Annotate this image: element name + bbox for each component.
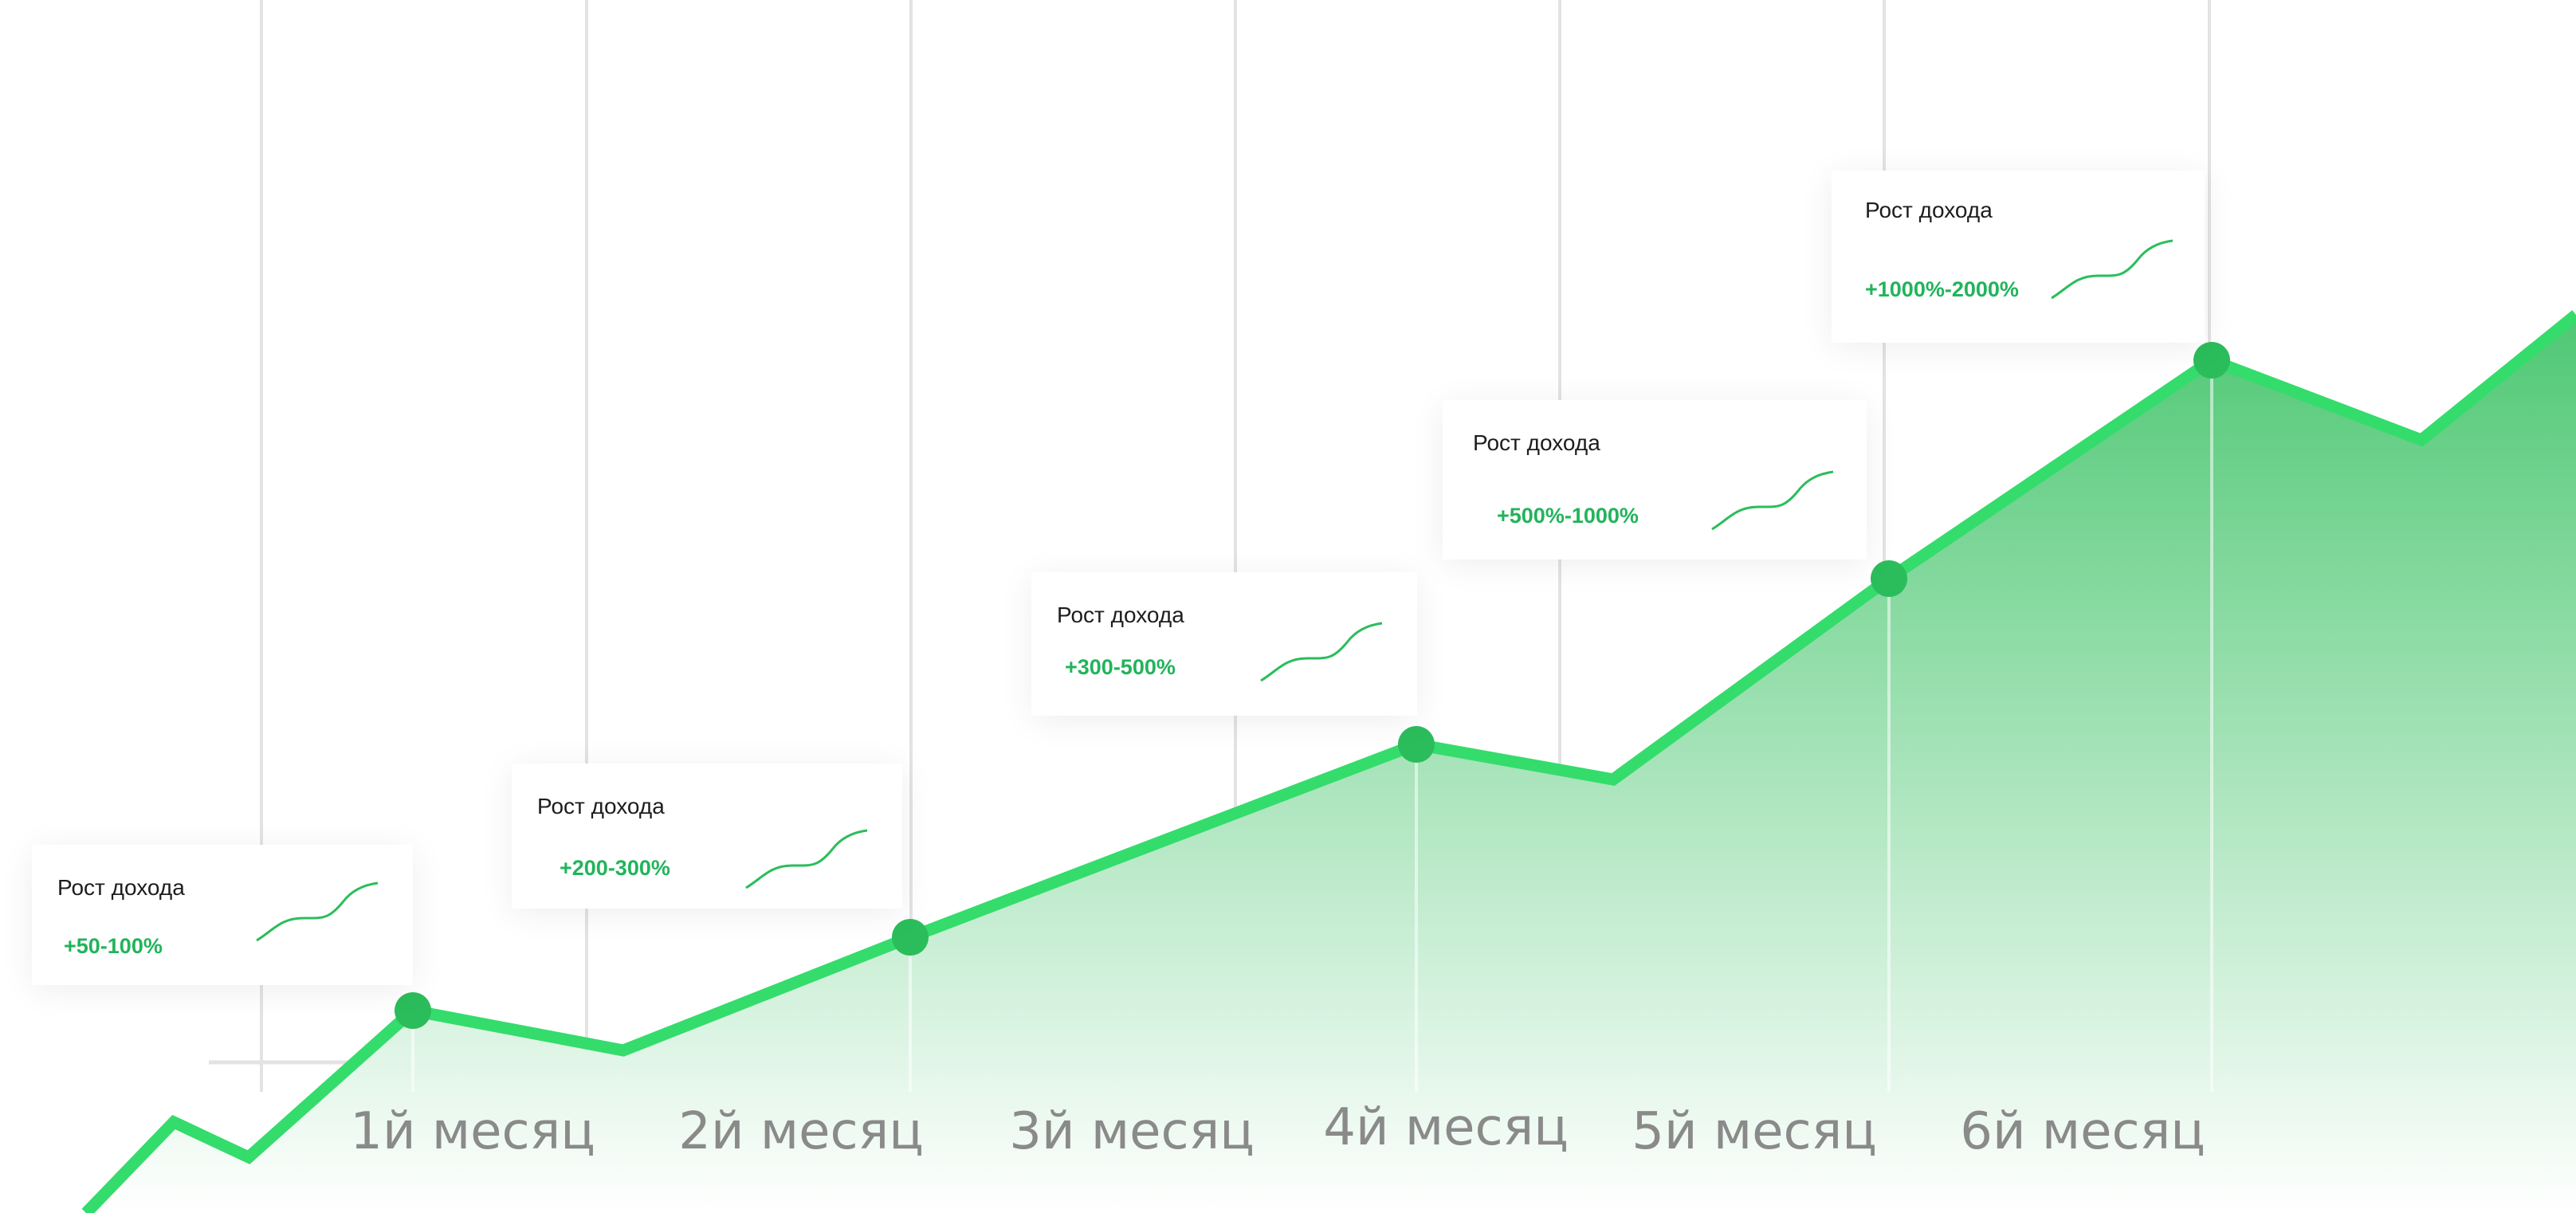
milestone-point-3: [1398, 726, 1435, 763]
milestone-point-4: [1871, 560, 1907, 597]
callout-value: +1000%-2000%: [1865, 277, 2019, 301]
milestone-point-1: [395, 992, 431, 1029]
growth-area: [86, 315, 2576, 1213]
sparkline-icon: [256, 881, 379, 942]
milestone-point-5: [2193, 342, 2230, 379]
milestone-points: [395, 342, 2230, 1092]
month-label-1: 1й месяц: [350, 1102, 595, 1161]
milestone-point-2: [892, 919, 929, 956]
callout-title: Рост дохода: [1473, 430, 1600, 455]
sparkline-icon: [2051, 239, 2174, 300]
callout-card-3: Рост дохода +300-500%: [1031, 572, 1417, 716]
growth-line: [81, 310, 2576, 1213]
callout-title: Рост дохода: [57, 875, 185, 900]
month-label-2: 2й месяц: [678, 1102, 924, 1161]
month-label-3: 3й месяц: [1009, 1102, 1255, 1161]
month-label-5: 5й месяц: [1632, 1102, 1877, 1161]
area-fill: [86, 315, 2576, 1213]
callout-value: +500%-1000%: [1497, 504, 1639, 528]
callout-card-4: Рост дохода +500%-1000%: [1443, 400, 1867, 559]
sparkline-icon: [1260, 622, 1383, 682]
callout-card-5: Рост дохода +1000%-2000%: [1832, 171, 2205, 343]
callout-value: +200-300%: [560, 856, 670, 880]
callout-card-2: Рост дохода +200-300%: [512, 764, 902, 909]
callout-value: +300-500%: [1065, 655, 1176, 679]
callout-title: Рост дохода: [1865, 198, 1993, 222]
callout-title: Рост дохода: [1057, 603, 1184, 627]
callout-title: Рост дохода: [537, 794, 665, 818]
callout-card-1: Рост дохода +50-100%: [32, 845, 413, 985]
sparkline-icon: [1711, 470, 1834, 531]
month-label-4: 4й месяц: [1323, 1098, 1569, 1157]
month-label-6: 6й месяц: [1960, 1102, 2205, 1161]
callout-value: +50-100%: [64, 934, 163, 958]
series-line: [81, 310, 2576, 1213]
sparkline-icon: [745, 829, 868, 889]
